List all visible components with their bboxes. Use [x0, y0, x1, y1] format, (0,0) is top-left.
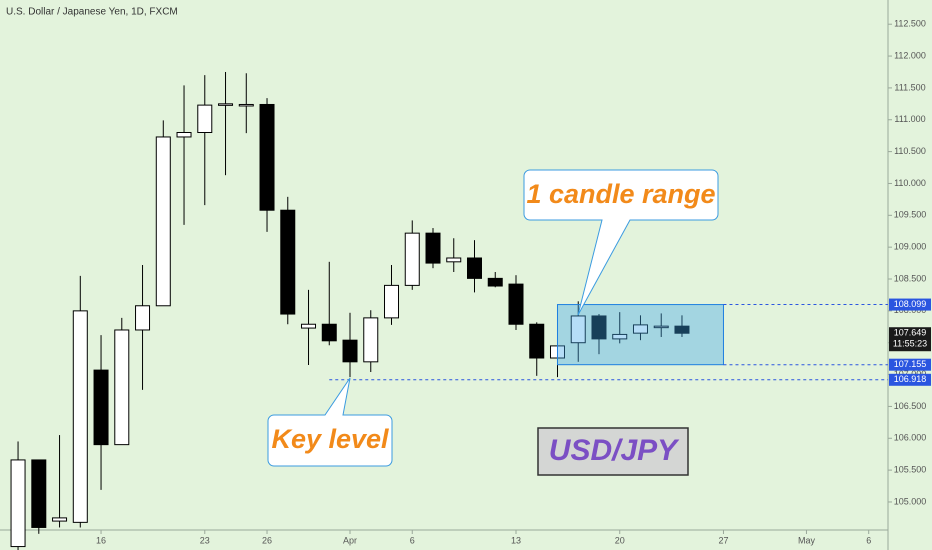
candle-body [93, 369, 109, 446]
last-price-label: 107.649 [894, 328, 927, 338]
y-tick-label: 106.500 [894, 401, 927, 411]
candle-body [384, 284, 400, 319]
candle-body [570, 315, 586, 344]
y-tick-label: 110.500 [894, 146, 926, 156]
y-tick-label: 109.500 [894, 210, 927, 220]
candle-body [72, 310, 88, 523]
level-price-box [889, 298, 931, 311]
candle-body [612, 333, 628, 340]
x-tick-label: Apr [343, 535, 357, 545]
x-tick-label: 6 [866, 535, 871, 545]
callout-text: Key level [271, 424, 389, 454]
level-price-label: 106.918 [894, 374, 927, 384]
y-tick-label: 112.500 [894, 19, 926, 29]
candle-body [176, 132, 192, 138]
callout-box [267, 377, 393, 467]
level-price-box [889, 373, 931, 386]
candle-body [238, 103, 254, 107]
x-tick-label: 20 [615, 535, 625, 545]
x-tick-label: 27 [718, 535, 728, 545]
x-tick-label: 23 [200, 535, 210, 545]
y-tick-label: 110.000 [894, 178, 926, 188]
candle-body [653, 325, 669, 329]
candle-body [31, 459, 47, 528]
x-tick-label: 13 [511, 535, 521, 545]
label-box [537, 427, 689, 476]
level-price-label: 108.099 [894, 299, 927, 309]
candle-body [404, 232, 420, 286]
candle-body [321, 323, 337, 342]
candle-body [508, 283, 524, 325]
candle-body [114, 329, 130, 446]
candle-body [259, 103, 275, 211]
candle-body [466, 257, 482, 279]
y-tick-label: 105.500 [894, 464, 927, 474]
candle-body [301, 323, 317, 329]
candle-body [197, 104, 213, 133]
candle-body [52, 517, 68, 522]
y-tick-label: 105.000 [894, 496, 927, 506]
chart-title: U.S. Dollar / Japanese Yen, 1D, FXCM [6, 7, 178, 18]
x-tick-label: 16 [96, 535, 106, 545]
candle-body [446, 257, 462, 263]
countdown-label: 11:55:23 [893, 339, 927, 349]
pair-label: USD/JPY [549, 434, 680, 467]
callout-text: 1 candle range [526, 179, 715, 209]
candle-body [155, 136, 171, 307]
callout-box [523, 169, 719, 316]
range-box [556, 304, 724, 366]
candle-body [342, 339, 358, 363]
y-tick-label: 108.500 [894, 273, 927, 283]
level-price-label: 107.155 [894, 359, 927, 369]
level-price-box [889, 358, 931, 371]
candle-body [363, 317, 379, 363]
x-tick-label: 6 [410, 535, 415, 545]
x-tick-label: May [798, 535, 816, 545]
candle-body [632, 324, 648, 334]
candle-body [591, 315, 607, 340]
candle-body [487, 277, 503, 287]
callouts: 1 candle range Key level USD/JPY [267, 169, 719, 476]
y-tick-label: 111.500 [894, 82, 925, 92]
candle-body [529, 323, 545, 359]
y-tick-label: 112.000 [894, 50, 926, 60]
y-tick-label: 111.000 [894, 114, 925, 124]
y-tick-label: 106.000 [894, 433, 927, 443]
x-tick-label: 26 [262, 535, 272, 545]
candle-body [425, 232, 441, 264]
last-price-box [889, 327, 931, 352]
candle-body [135, 305, 151, 331]
candle-body [674, 325, 690, 334]
candle-body [280, 209, 296, 315]
candle-body [218, 103, 234, 106]
y-tick-label: 109.000 [894, 242, 927, 252]
marks: 105.000105.500106.000106.500107.000107.5… [10, 19, 931, 550]
candle-body [10, 459, 26, 548]
